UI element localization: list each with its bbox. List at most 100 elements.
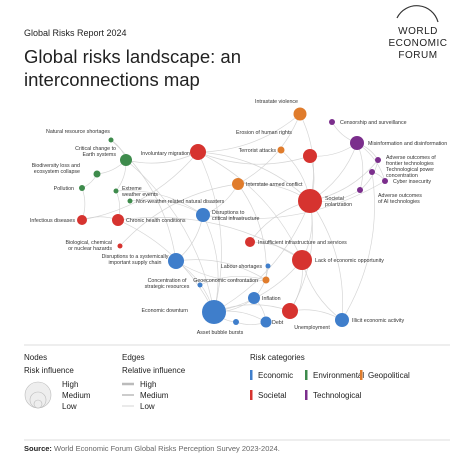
node [120,154,132,166]
category-label: Technological [313,391,362,400]
node-label: Concentration of [148,278,187,284]
legend-node [33,399,43,409]
node-label: Technological power [386,167,434,173]
edge [117,217,303,261]
node-label: Illicit economic activity [352,318,404,324]
node-label: Societal [325,196,344,202]
edge [197,151,311,202]
node [357,187,363,193]
nodes: Intrastate violence Censorship and survei… [30,99,447,336]
node [303,149,317,163]
edge [197,151,311,165]
node [375,157,381,163]
node [93,170,101,178]
node-label: strategic resources [145,284,190,290]
node-label: Disruptions to [212,210,244,216]
edge [115,190,204,216]
node [282,303,298,319]
report-name: Global Risks Report 2024 [24,28,127,38]
legend-title: Nodes [24,353,47,362]
node-label: Adverse outcomes [378,193,422,199]
node-label: weather events [122,192,158,198]
source-label: Source: [24,444,52,453]
edge [197,113,301,153]
node [292,250,312,270]
logo-text: FORUM [398,50,437,61]
legend-level: Low [62,402,77,411]
node-label: Asset bubble bursts [197,330,244,336]
node-label: Inflation [262,296,281,302]
node-label: polarization [325,202,352,208]
legend-level: Low [140,402,155,411]
node [108,137,114,143]
node [382,178,388,184]
node [233,319,239,325]
legend-level: High [62,380,78,389]
edge [129,199,204,216]
source-text: World Economic Forum Global Risks Percep… [54,444,280,453]
node-label: Censorship and surveillance [340,120,407,126]
node [248,292,260,304]
node [335,313,349,327]
edge [197,151,222,313]
edge [119,183,239,247]
node [298,189,322,213]
node-label: frontier technologies [386,161,434,167]
node-label: Erosion of human rights [236,130,292,136]
logo-arc [396,5,439,23]
edge [202,180,386,220]
edge [197,151,303,261]
edge [309,200,343,321]
node-label: Insufficient infrastructure and services [258,240,347,246]
node-label: Biodiversity loss and [32,163,80,169]
node [190,144,206,160]
node-label: Extreme [122,186,142,192]
node [202,300,226,324]
node-label: Terrorist attacks [239,148,277,154]
node [260,316,272,328]
node [232,178,244,190]
edge [213,200,311,313]
legend-subtitle: Relative influence [122,366,186,375]
category-label: Societal [258,391,287,400]
edge [110,139,177,262]
node-label: Intrastate violence [255,99,298,105]
node-label: Pollution [54,186,74,192]
logo-text: WORLD [398,26,438,37]
legend-level: Medium [62,391,91,400]
category-label: Geopolitical [368,371,410,380]
node-label: Non-weather related natural disasters [136,199,225,205]
title: Global risks landscape: an [24,46,241,67]
source: Source: World Economic Forum Global Risk… [24,444,280,453]
legend-level: High [140,380,156,389]
category-label: Environmental [313,371,364,380]
node [277,146,285,154]
node-label: critical infrastructure [212,216,259,222]
node [196,208,210,222]
legend-level: Medium [140,391,169,400]
node [168,253,184,269]
node-label: Involuntary migration [141,151,190,157]
node-label: Infectious diseases [30,218,75,224]
node [245,237,255,247]
legend-subtitle: Risk influence [24,366,74,375]
node-label: Geoeconomic confrontation [193,278,258,284]
node-label: Interstate armed conflict [246,182,303,188]
node-label: or nuclear hazards [68,246,112,252]
edge [175,259,267,281]
node [262,276,270,284]
node-label: Economic downturn [141,308,188,314]
node-label: Earth systems [82,152,116,158]
node-label: of AI technologies [378,199,420,205]
node-label: Biological, chemical [65,240,112,246]
node [117,243,123,249]
node [293,107,307,121]
legend-title: Risk categories [250,353,305,362]
node-label: Chronic health conditions [126,218,186,224]
node-label: Critical change to [75,146,116,152]
node [265,263,271,269]
node [329,119,335,125]
edge [237,113,301,185]
